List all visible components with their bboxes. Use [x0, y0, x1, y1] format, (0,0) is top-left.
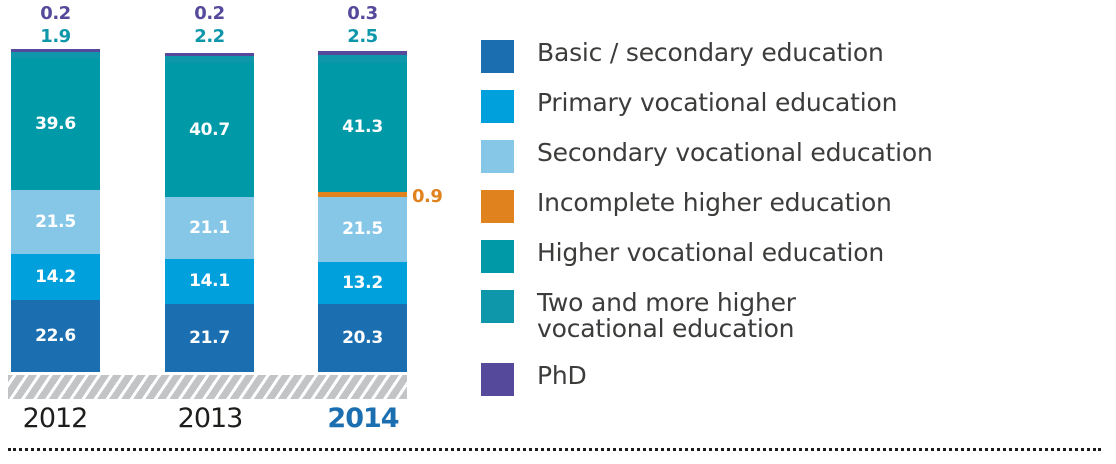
segment-2014-higher-vocational[interactable]: 41.3 — [318, 63, 407, 192]
segment-2012-primary-vocational-label: 14.2 — [35, 266, 76, 287]
legend-label-primary-vocational-education: Primary vocational education — [537, 88, 898, 117]
bar-stack-2012[interactable]: 39.6 21.5 14.2 22.6 — [11, 49, 100, 372]
axis-year-2014: 2014 — [327, 403, 399, 434]
segment-2013-primary-vocational[interactable]: 14.1 — [165, 259, 254, 304]
segment-2012-two-more[interactable] — [11, 52, 100, 58]
legend-swatch-icon-secondary-vocational-education — [481, 140, 514, 173]
segment-2012-basic-label: 22.6 — [35, 325, 76, 346]
legend-item-primary-vocational-education[interactable]: Primary vocational education — [481, 88, 898, 123]
bottom-dotted-divider — [8, 448, 1101, 451]
legend-item-phd[interactable]: PhD — [481, 361, 587, 396]
bar-stack-2013[interactable]: 40.7 21.1 14.1 21.7 — [165, 53, 254, 372]
bar-2014-phd-label: 0.3 — [347, 3, 378, 24]
legend-label-two-and-more-higher-vocational-education: Two and more higher vocational education — [537, 288, 796, 344]
legend-swatch-icon-two-and-more-higher-vocational-education — [481, 290, 514, 323]
legend-swatch-icon-phd — [481, 363, 514, 396]
bar-2013-two-more-label: 2.2 — [194, 26, 225, 47]
segment-2013-secondary-vocational[interactable]: 21.1 — [165, 197, 254, 259]
bar-2012-phd-label: 0.2 — [40, 3, 71, 24]
legend-item-incomplete-higher-education[interactable]: Incomplete higher education — [481, 188, 892, 223]
segment-2014-primary-vocational-label: 13.2 — [342, 272, 383, 293]
segment-2014-two-more[interactable] — [318, 55, 407, 63]
segment-2013-secondary-vocational-label: 21.1 — [189, 217, 230, 238]
segment-2014-phd[interactable] — [318, 51, 407, 55]
segment-2014-basic-label: 20.3 — [342, 327, 383, 348]
segment-2013-basic[interactable]: 21.7 — [165, 304, 254, 372]
legend-item-higher-vocational-education[interactable]: Higher vocational education — [481, 238, 884, 273]
segment-2013-phd[interactable] — [165, 53, 254, 56]
legend-item-basic-secondary-education[interactable]: Basic / secondary education — [481, 38, 884, 73]
segment-2014-higher-vocational-label: 41.3 — [342, 117, 383, 137]
legend-swatch-icon-primary-vocational-education — [481, 90, 514, 123]
segment-2012-primary-vocational[interactable]: 14.2 — [11, 254, 100, 300]
segment-2014-secondary-vocational-label: 21.5 — [342, 219, 383, 239]
legend-swatch-icon-higher-vocational-education — [481, 240, 514, 273]
segment-2013-two-more[interactable] — [165, 56, 254, 63]
legend-swatch-icon-basic-secondary-education — [481, 40, 514, 73]
bar-stack-2014[interactable]: 41.3 21.5 13.2 20.3 — [318, 51, 407, 372]
legend-label-basic-secondary-education: Basic / secondary education — [537, 38, 884, 67]
axis-year-2012: 2012 — [22, 403, 89, 434]
segment-2012-higher-vocational-label: 39.6 — [35, 113, 76, 134]
segment-2014-basic[interactable]: 20.3 — [318, 304, 407, 372]
bar-2014-incomplete-higher-label: 0.9 — [412, 186, 443, 207]
legend-item-two-and-more-higher-vocational-education[interactable]: Two and more higher vocational education — [481, 288, 796, 344]
segment-2012-secondary-vocational[interactable]: 21.5 — [11, 190, 100, 254]
legend-swatch-icon-incomplete-higher-education — [481, 190, 514, 223]
segment-2012-higher-vocational[interactable]: 39.6 — [11, 58, 100, 190]
segment-2013-primary-vocational-label: 14.1 — [189, 271, 230, 291]
bar-2013-phd-label: 0.2 — [194, 3, 225, 24]
legend-label-phd: PhD — [537, 361, 587, 390]
legend-label-secondary-vocational-education: Secondary vocational education — [537, 138, 933, 167]
legend-label-incomplete-higher-education: Incomplete higher education — [537, 188, 892, 217]
segment-2013-basic-label: 21.7 — [189, 327, 230, 348]
segment-2012-basic[interactable]: 22.6 — [11, 300, 100, 372]
legend-label-higher-vocational-education: Higher vocational education — [537, 238, 884, 267]
legend-item-secondary-vocational-education[interactable]: Secondary vocational education — [481, 138, 933, 173]
segment-2012-secondary-vocational-label: 21.5 — [35, 211, 76, 232]
segment-2013-higher-vocational-label: 40.7 — [189, 119, 230, 140]
segment-2014-incomplete-higher[interactable] — [318, 192, 407, 197]
plot-area: 0.2 1.9 39.6 21.5 14.2 22.6 — [0, 0, 460, 464]
segment-2013-higher-vocational[interactable]: 40.7 — [165, 63, 254, 197]
baseline-hatch-band — [8, 375, 407, 399]
segment-2012-phd[interactable] — [11, 49, 100, 52]
segment-2014-primary-vocational[interactable]: 13.2 — [318, 262, 407, 304]
bar-2014-two-more-label: 2.5 — [347, 26, 378, 47]
bar-2012-two-more-label: 1.9 — [40, 26, 71, 47]
segment-2014-secondary-vocational[interactable]: 21.5 — [318, 197, 407, 262]
axis-year-2013: 2013 — [177, 403, 244, 434]
